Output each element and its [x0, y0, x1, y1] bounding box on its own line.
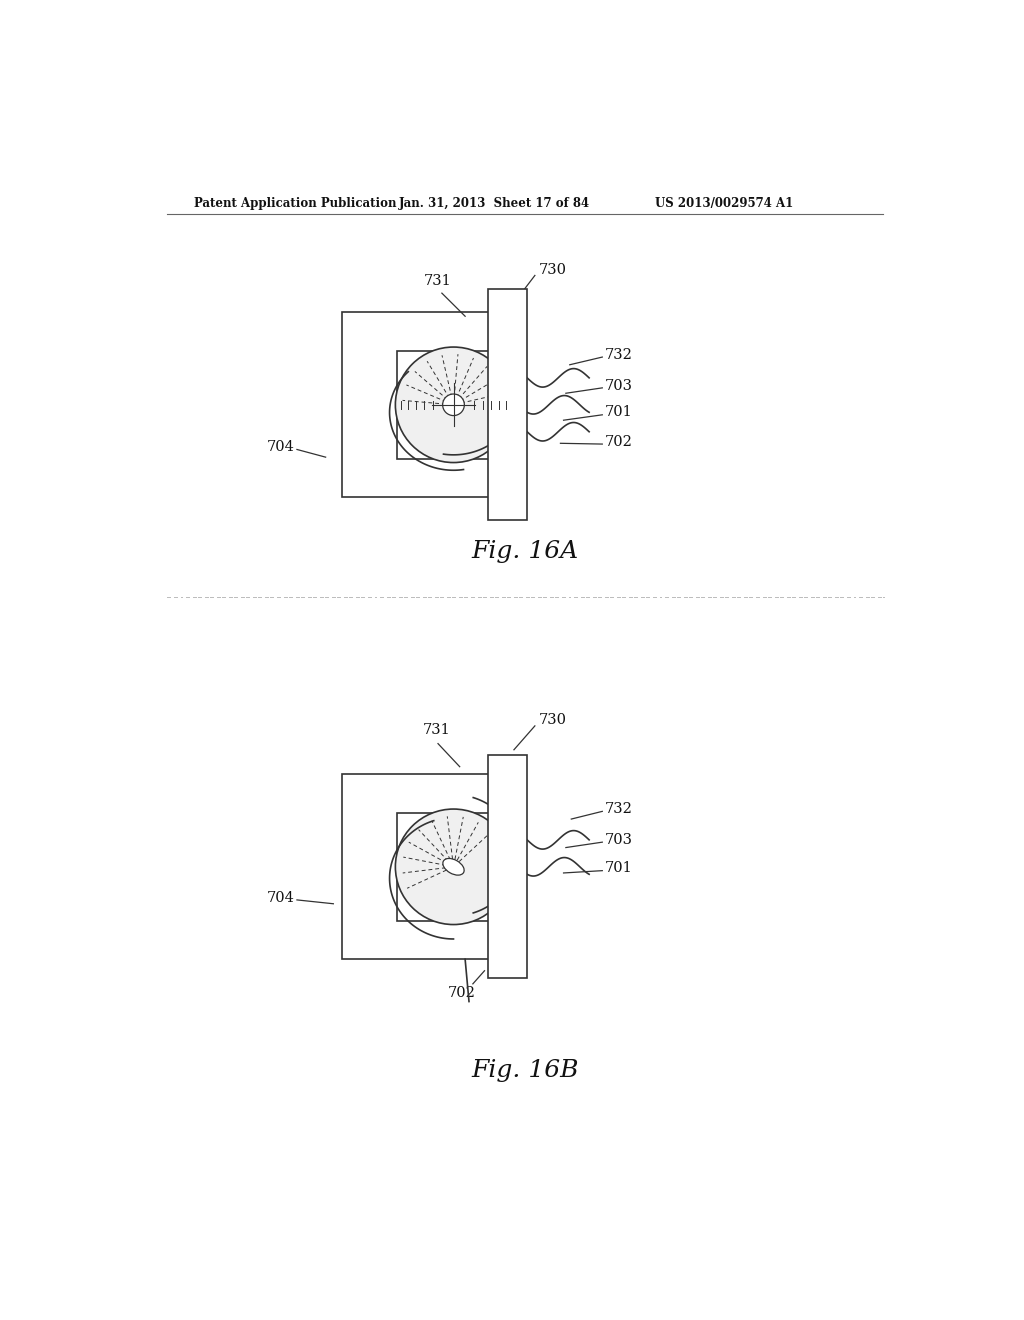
- Circle shape: [442, 393, 464, 416]
- Ellipse shape: [442, 858, 464, 875]
- Text: US 2013/0029574 A1: US 2013/0029574 A1: [655, 197, 794, 210]
- Text: 731: 731: [423, 723, 451, 738]
- Text: 732: 732: [604, 347, 633, 362]
- Bar: [397, 351, 506, 459]
- Bar: [342, 775, 512, 960]
- Text: 702: 702: [447, 986, 475, 1001]
- Circle shape: [395, 809, 512, 924]
- Text: 730: 730: [539, 714, 566, 727]
- Text: Patent Application Publication: Patent Application Publication: [194, 197, 396, 210]
- Bar: [488, 755, 527, 978]
- Text: 701: 701: [604, 862, 633, 875]
- Bar: [342, 313, 512, 498]
- Text: Fig. 16B: Fig. 16B: [471, 1060, 579, 1082]
- Bar: [397, 813, 506, 921]
- Text: 704: 704: [266, 440, 295, 454]
- Text: 703: 703: [604, 833, 633, 847]
- Text: 731: 731: [424, 273, 452, 288]
- Text: 732: 732: [604, 803, 633, 816]
- Text: 702: 702: [604, 434, 633, 449]
- Text: 704: 704: [266, 891, 295, 904]
- Bar: [488, 289, 527, 520]
- Text: 701: 701: [604, 405, 633, 420]
- Text: 703: 703: [604, 379, 633, 392]
- Text: Jan. 31, 2013  Sheet 17 of 84: Jan. 31, 2013 Sheet 17 of 84: [399, 197, 591, 210]
- Text: Fig. 16A: Fig. 16A: [471, 540, 579, 562]
- Circle shape: [395, 347, 512, 462]
- Text: 730: 730: [539, 263, 566, 277]
